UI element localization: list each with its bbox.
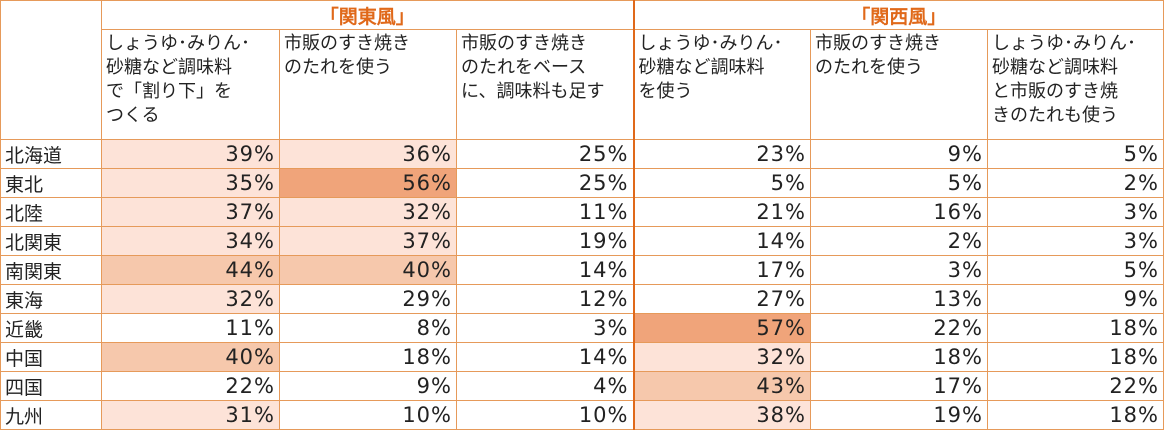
column-header: 市販のすき焼き のたれを使う xyxy=(279,29,457,140)
value-cell: 3% xyxy=(456,313,634,343)
value-cell: 17% xyxy=(632,255,811,285)
value-cell: 14% xyxy=(456,342,634,372)
table-row: 北海道 39% 36% 25% 23% 9% 5% xyxy=(0,139,1164,169)
value-cell: 40% xyxy=(101,342,280,372)
value-cell: 40% xyxy=(279,255,457,285)
value-cell: 17% xyxy=(810,371,988,401)
value-cell: 3% xyxy=(987,197,1164,227)
region-label: 北陸 xyxy=(0,197,102,227)
region-label: 東海 xyxy=(0,284,102,314)
value-cell: 25% xyxy=(456,168,634,198)
sukiyaki-seasoning-table: 「関東風」 「関西風」 しょうゆ･みりん･ 砂糖など調味料 で「割り下」を つく… xyxy=(0,0,1164,430)
table-row: 四国 22% 9% 4% 43% 17% 22% xyxy=(0,371,1164,401)
group-kansai: 「関西風」 xyxy=(632,0,1164,30)
value-cell: 34% xyxy=(101,226,280,256)
value-cell: 18% xyxy=(279,342,457,372)
value-cell: 10% xyxy=(279,400,457,430)
region-label: 南関東 xyxy=(0,255,102,285)
value-cell: 21% xyxy=(632,197,811,227)
value-cell: 2% xyxy=(987,168,1164,198)
value-cell: 2% xyxy=(810,226,988,256)
value-cell: 37% xyxy=(279,226,457,256)
value-cell: 5% xyxy=(987,139,1164,169)
value-cell: 31% xyxy=(101,400,280,430)
table-row: 南関東 44% 40% 14% 17% 3% 5% xyxy=(0,255,1164,285)
value-cell: 22% xyxy=(810,313,988,343)
value-cell: 38% xyxy=(632,400,811,430)
column-header-row: しょうゆ･みりん･ 砂糖など調味料 で「割り下」を つくる 市販のすき焼き のた… xyxy=(1,29,1164,140)
value-cell: 25% xyxy=(456,139,634,169)
value-cell: 3% xyxy=(987,226,1164,256)
value-cell: 5% xyxy=(810,168,988,198)
value-cell: 19% xyxy=(456,226,634,256)
table-row: 東北 35% 56% 25% 5% 5% 2% xyxy=(0,168,1164,198)
value-cell: 9% xyxy=(279,371,457,401)
region-label: 北関東 xyxy=(0,226,102,256)
value-cell: 4% xyxy=(456,371,634,401)
value-cell: 5% xyxy=(632,168,811,198)
table-row: 北関東 34% 37% 19% 14% 2% 3% xyxy=(0,226,1164,256)
column-header: しょうゆ･みりん･ 砂糖など調味料 を使う xyxy=(632,29,811,140)
value-cell: 18% xyxy=(987,342,1164,372)
value-cell: 22% xyxy=(987,371,1164,401)
value-cell: 12% xyxy=(456,284,634,314)
value-cell: 11% xyxy=(101,313,280,343)
region-label: 東北 xyxy=(0,168,102,198)
value-cell: 10% xyxy=(456,400,634,430)
value-cell: 23% xyxy=(632,139,811,169)
value-cell: 14% xyxy=(632,226,811,256)
region-label: 九州 xyxy=(0,400,102,430)
value-cell: 9% xyxy=(987,284,1164,314)
region-label: 北海道 xyxy=(0,139,102,169)
column-header: 市販のすき焼き のたれを使う xyxy=(810,29,988,140)
table-row: 近畿 11% 8% 3% 57% 22% 18% xyxy=(0,313,1164,343)
value-cell: 18% xyxy=(987,400,1164,430)
column-header: しょうゆ･みりん･ 砂糖など調味料 で「割り下」を つくる xyxy=(101,29,280,140)
group-header-row: 「関東風」 「関西風」 xyxy=(0,0,1164,140)
value-cell: 27% xyxy=(632,284,811,314)
value-cell: 8% xyxy=(279,313,457,343)
value-cell: 11% xyxy=(456,197,634,227)
value-cell: 32% xyxy=(632,342,811,372)
value-cell: 14% xyxy=(456,255,634,285)
value-cell: 13% xyxy=(810,284,988,314)
table-row: 北陸 37% 32% 11% 21% 16% 3% xyxy=(0,197,1164,227)
value-cell: 32% xyxy=(101,284,280,314)
value-cell: 16% xyxy=(810,197,988,227)
value-cell: 32% xyxy=(279,197,457,227)
value-cell: 57% xyxy=(632,313,811,343)
corner-cell xyxy=(0,0,102,140)
value-cell: 5% xyxy=(987,255,1164,285)
group-kanto: 「関東風」 xyxy=(101,0,634,30)
value-cell: 36% xyxy=(279,139,457,169)
value-cell: 37% xyxy=(101,197,280,227)
table-row: 東海 32% 29% 12% 27% 13% 9% xyxy=(0,284,1164,314)
value-cell: 3% xyxy=(810,255,988,285)
value-cell: 44% xyxy=(101,255,280,285)
value-cell: 35% xyxy=(101,168,280,198)
value-cell: 19% xyxy=(810,400,988,430)
region-label: 近畿 xyxy=(0,313,102,343)
column-header: 市販のすき焼き のたれをベース に、調味料も足す xyxy=(456,29,634,140)
value-cell: 43% xyxy=(632,371,811,401)
value-cell: 22% xyxy=(101,371,280,401)
column-header: しょうゆ･みりん･ 砂糖など調味料 と市販のすき焼 きのたれも使う xyxy=(987,29,1164,140)
table-row: 中国 40% 18% 14% 32% 18% 18% xyxy=(0,342,1164,372)
value-cell: 56% xyxy=(279,168,457,198)
value-cell: 18% xyxy=(987,313,1164,343)
table-row: 九州 31% 10% 10% 38% 19% 18% xyxy=(0,400,1164,430)
value-cell: 9% xyxy=(810,139,988,169)
value-cell: 18% xyxy=(810,342,988,372)
value-cell: 29% xyxy=(279,284,457,314)
region-label: 四国 xyxy=(0,371,102,401)
table-body: 北海道 39% 36% 25% 23% 9% 5% 東北 35% 56% 25% 5% 5% 2% 北陸 37… xyxy=(0,139,1164,430)
region-label: 中国 xyxy=(0,342,102,372)
value-cell: 39% xyxy=(101,139,280,169)
